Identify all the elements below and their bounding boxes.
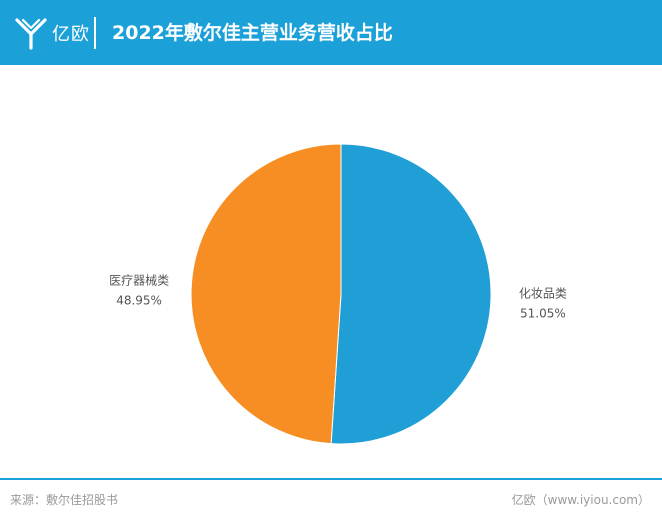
header-divider	[94, 17, 96, 49]
pie-slice-1	[330, 143, 492, 445]
slice-label-2: 医疗器械类	[109, 272, 169, 287]
logo: 亿欧	[14, 14, 90, 52]
slice-label-1: 化妆品类	[519, 287, 567, 301]
footer-divider	[0, 478, 662, 480]
slice-value-1: 51.05%	[520, 307, 566, 321]
logo-text: 亿欧	[52, 24, 90, 45]
pie-slice-2	[190, 143, 342, 445]
source-note: 来源：敷尔佳招股书	[10, 493, 119, 507]
logo-icon	[15, 18, 47, 50]
page-title: 2022年敷尔佳主营业务营收占比	[112, 22, 393, 44]
pie-chart: 化妆品类 51.05% 医疗器械类 48.95%	[109, 143, 567, 445]
header-bar: 亿欧 2022年敷尔佳主营业务营收占比	[0, 0, 662, 65]
credit-note: 亿欧（www.iyiou.com）	[511, 493, 650, 507]
slice-value-2: 48.95%	[116, 293, 162, 307]
